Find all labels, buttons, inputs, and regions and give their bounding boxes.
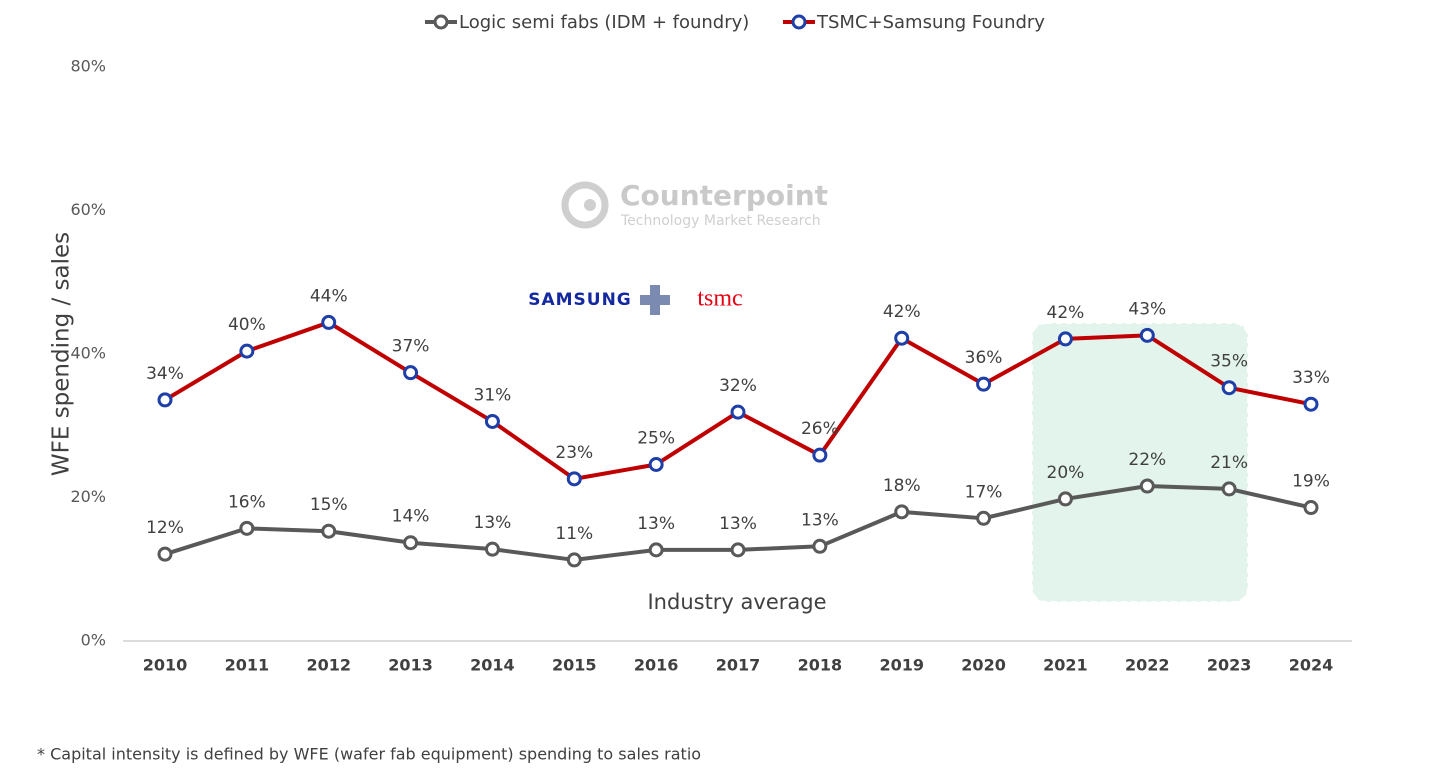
watermark-tagline: Technology Market Research (620, 213, 821, 229)
watermark-icon (561, 181, 609, 229)
point-marker (403, 535, 419, 551)
point-marker (1221, 380, 1237, 396)
value-label: 36% (965, 348, 1003, 368)
point-marker (566, 471, 582, 487)
x-tick-label: 2012 (306, 656, 351, 675)
value-label: 33% (1292, 368, 1330, 388)
value-label: 37% (392, 337, 430, 357)
y-tick-label: 40% (70, 344, 106, 363)
legend-marker (791, 14, 807, 30)
point-marker (239, 520, 255, 536)
x-tick-label: 2019 (879, 656, 924, 675)
x-tick-label: 2010 (143, 656, 188, 675)
legend-label: Logic semi fabs (IDM + foundry) (459, 12, 749, 33)
point-marker (1139, 327, 1155, 343)
value-label: 12% (146, 518, 184, 538)
annotation: Industry average (647, 590, 826, 614)
value-label: 18% (883, 476, 921, 496)
point-marker (566, 552, 582, 568)
point-marker (484, 413, 500, 429)
value-label: 25% (637, 428, 675, 448)
point-marker (157, 546, 173, 562)
value-label: 34% (146, 364, 184, 384)
highlight-box (1031, 322, 1249, 603)
x-tick-label: 2024 (1289, 656, 1334, 675)
point-marker (239, 343, 255, 359)
value-label: 42% (883, 302, 921, 322)
point-marker (976, 376, 992, 392)
y-tick-label: 20% (70, 487, 106, 506)
point-marker (648, 456, 664, 472)
value-label: 31% (474, 385, 512, 405)
point-marker (1303, 500, 1319, 516)
value-label: 16% (228, 492, 266, 512)
point-marker (321, 523, 337, 539)
x-tick-label: 2015 (552, 656, 597, 675)
point-marker (484, 541, 500, 557)
value-label: 40% (228, 315, 266, 335)
point-marker (730, 542, 746, 558)
x-tick-label: 2013 (388, 656, 433, 675)
value-label: 23% (555, 443, 593, 463)
x-tick-label: 2018 (798, 656, 843, 675)
value-label: 26% (801, 419, 839, 439)
value-label: 20% (1047, 463, 1085, 483)
value-label: 13% (719, 514, 757, 534)
watermark: Counterpoint Technology Market Research (561, 179, 828, 229)
point-marker (1057, 491, 1073, 507)
point-marker (157, 392, 173, 408)
watermark-icon (584, 199, 596, 211)
x-tick-label: 2014 (470, 656, 515, 675)
x-tick-label: 2021 (1043, 656, 1088, 675)
x-tick-label: 2022 (1125, 656, 1170, 675)
tsmc-logo: tsmc (697, 286, 742, 312)
y-tick-label: 0% (81, 631, 106, 650)
point-marker (648, 542, 664, 558)
value-label: 13% (637, 514, 675, 534)
x-tick-label: 2016 (634, 656, 679, 675)
value-label: 17% (965, 482, 1003, 502)
point-marker (1303, 396, 1319, 412)
point-marker (894, 330, 910, 346)
value-label: 21% (1210, 453, 1248, 473)
point-marker (812, 447, 828, 463)
point-marker (730, 404, 746, 420)
x-tick-label: 2023 (1207, 656, 1252, 675)
point-marker (1221, 481, 1237, 497)
x-tick-label: 2017 (716, 656, 761, 675)
legend-label: TSMC+Samsung Foundry (816, 12, 1045, 33)
watermark-name: Counterpoint (620, 179, 828, 212)
value-label: 43% (1128, 299, 1166, 319)
point-marker (812, 538, 828, 554)
value-label: 14% (392, 507, 430, 527)
value-label: 32% (719, 376, 757, 396)
value-label: 44% (310, 286, 348, 306)
point-marker (1057, 331, 1073, 347)
point-marker (403, 365, 419, 381)
value-label: 42% (1047, 303, 1085, 323)
x-tick-label: 2011 (225, 656, 270, 675)
samsung-logo: SAMSUNG (528, 290, 632, 310)
y-tick-label: 80% (70, 57, 106, 76)
point-marker (321, 314, 337, 330)
legend-marker (433, 14, 449, 30)
y-axis-title: WFE spending / sales (49, 232, 75, 476)
point-marker (976, 510, 992, 526)
y-tick-label: 60% (70, 200, 106, 219)
point-marker (894, 504, 910, 520)
value-label: 15% (310, 495, 348, 515)
value-label: 22% (1128, 450, 1166, 470)
x-tick-label: 2020 (961, 656, 1006, 675)
footnote: * Capital intensity is defined by WFE (w… (37, 745, 701, 764)
value-label: 19% (1292, 472, 1330, 492)
value-label: 13% (801, 510, 839, 530)
plus-icon (640, 285, 670, 315)
value-label: 35% (1210, 352, 1248, 372)
value-label: 13% (474, 513, 512, 533)
value-label: 11% (555, 524, 593, 544)
point-marker (1139, 478, 1155, 494)
